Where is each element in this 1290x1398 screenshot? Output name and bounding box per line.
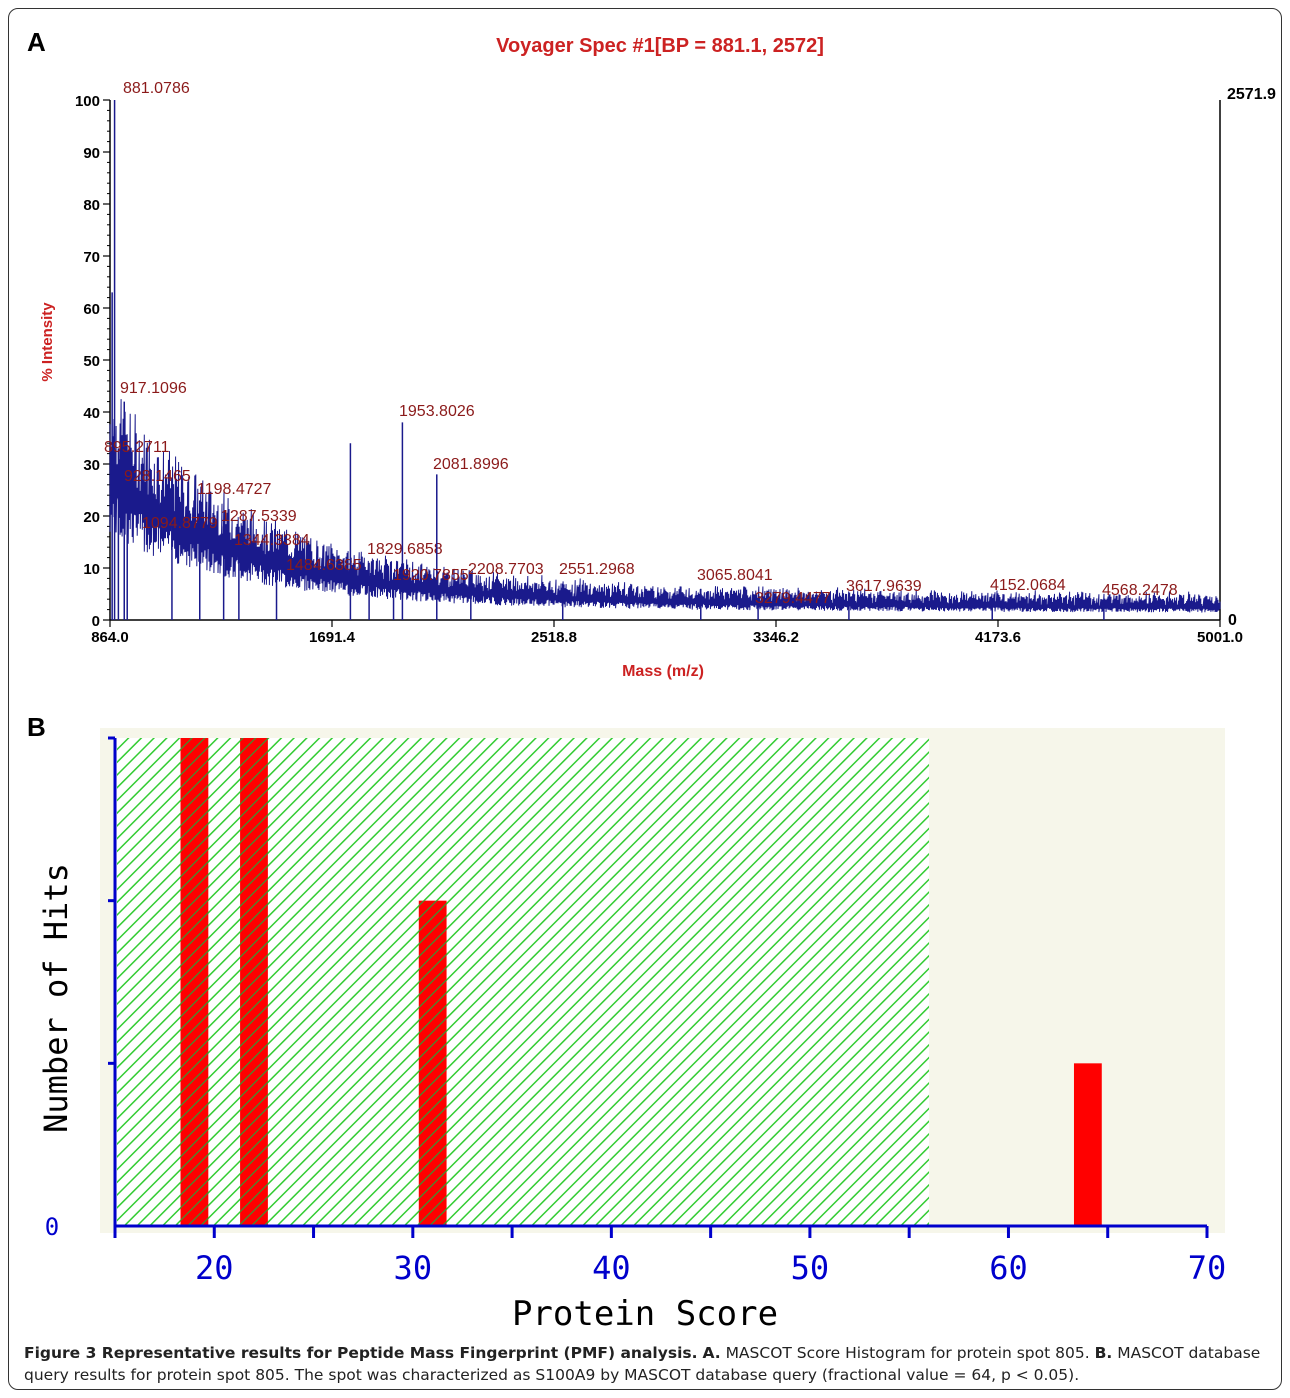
spectrum-x-tick-label: 5001.0 bbox=[1197, 629, 1243, 646]
panel-a-label: A bbox=[27, 27, 46, 57]
caption-b-text: MASCOT database query results for protei… bbox=[24, 1344, 1261, 1384]
spectrum-peak-label: 1953.8026 bbox=[399, 403, 475, 420]
histogram-y-label: Number of Hits bbox=[37, 863, 75, 1133]
histogram-x-tick-label: 70 bbox=[1188, 1249, 1227, 1287]
spectrum-peak-label: 1484.6385 bbox=[286, 557, 362, 574]
non-significant-region bbox=[117, 738, 930, 1226]
histogram-bar bbox=[418, 900, 447, 1226]
spectrum-peak-label: 917.1096 bbox=[120, 380, 187, 397]
panel-b-label: B bbox=[27, 712, 46, 742]
spectrum-peak-label: 3279.4477 bbox=[755, 590, 831, 607]
histogram-x-tick-label: 40 bbox=[592, 1249, 631, 1287]
mass-spectrum-chart: Voyager Spec #1[BP = 881.1, 2572] Mass (… bbox=[39, 35, 1276, 680]
spectrum-y-tick-label: 50 bbox=[83, 353, 100, 370]
spectrum-y-tick-label: 90 bbox=[83, 145, 100, 162]
histogram-x-tick-label: 30 bbox=[394, 1249, 433, 1287]
spectrum-peak-label: 928.1465 bbox=[124, 468, 191, 485]
caption-a-label: A. bbox=[702, 1344, 721, 1362]
mascot-histogram-chart: Protein Score Number of Hits 0 20 30 40 50 60… bbox=[37, 728, 1227, 1334]
right-axis-top-label: 2571.9 bbox=[1227, 86, 1276, 103]
spectrum-peak-label: 4152.0684 bbox=[990, 577, 1066, 594]
spectrum-y-label: % Intensity bbox=[39, 302, 56, 382]
spectrum-x-label: Mass (m/z) bbox=[622, 663, 704, 680]
histogram-x-label: Protein Score bbox=[512, 1294, 778, 1334]
spectrum-peak-label: 1920.7855 bbox=[393, 567, 469, 584]
spectrum-peak-label: 4568.2478 bbox=[1102, 582, 1178, 599]
spectrum-x-tick-label: 2518.8 bbox=[531, 629, 577, 646]
spectrum-y-tick-label: 20 bbox=[83, 509, 100, 526]
spectrum-peak-label: 1287.5339 bbox=[221, 508, 297, 525]
caption-title: Figure 3 Representative results for Pept… bbox=[24, 1344, 698, 1362]
spectrum-y-tick-label: 30 bbox=[83, 457, 100, 474]
histogram-x-tick-label: 20 bbox=[195, 1249, 234, 1287]
spectrum-x-tick-label: 864.0 bbox=[91, 629, 129, 646]
histogram-x-tick-label: 50 bbox=[791, 1249, 830, 1287]
spectrum-y-tick-label: 0 bbox=[92, 613, 100, 630]
spectrum-y-tick-label: 70 bbox=[83, 249, 100, 266]
spectrum-title: Voyager Spec #1[BP = 881.1, 2572] bbox=[496, 35, 824, 57]
histogram-y-tick-label: 0 bbox=[45, 1213, 59, 1241]
spectrum-y-tick-label: 60 bbox=[83, 301, 100, 318]
spectrum-peak-label: 1344.3384 bbox=[234, 532, 310, 549]
right-axis-bottom-label: 0 bbox=[1228, 612, 1237, 629]
spectrum-x-tick-label: 4173.6 bbox=[975, 629, 1021, 646]
spectrum-y-tick-label: 10 bbox=[83, 561, 100, 578]
spectrum-trace bbox=[109, 399, 1221, 613]
spectrum-peak-label: 3617.9639 bbox=[846, 578, 922, 595]
caption-a-text: MASCOT Score Histogram for protein spot … bbox=[725, 1344, 1090, 1362]
histogram-bar bbox=[1073, 1063, 1102, 1226]
spectrum-x-tick-label: 3346.2 bbox=[753, 629, 799, 646]
spectrum-y-tick-label: 100 bbox=[75, 93, 100, 110]
histogram-bar bbox=[240, 738, 268, 1226]
spectrum-y-tick-label: 40 bbox=[83, 405, 100, 422]
spectrum-peak-label: 895.2711 bbox=[104, 439, 170, 456]
spectrum-x-tick-label: 1691.4 bbox=[309, 629, 356, 646]
histogram-bar bbox=[180, 738, 209, 1226]
spectrum-peak-label: 2551.2968 bbox=[559, 561, 635, 578]
spectrum-peak-label: 2081.8996 bbox=[433, 456, 509, 473]
spectrum-peak-label: 1829.6858 bbox=[367, 541, 443, 558]
figure-caption: Figure 3 Representative results for Pept… bbox=[24, 1342, 1274, 1386]
spectrum-peak-label: 881.0786 bbox=[123, 80, 190, 97]
spectrum-peak-label: 3065.8041 bbox=[697, 567, 773, 584]
spectrum-peak-label: 1198.4727 bbox=[197, 481, 272, 498]
spectrum-peak-label: 1094.8779 bbox=[142, 515, 218, 532]
caption-b-label: B. bbox=[1094, 1344, 1113, 1362]
spectrum-peak-label: 2208.7703 bbox=[468, 561, 544, 578]
spectrum-y-tick-label: 80 bbox=[83, 197, 100, 214]
histogram-x-tick-label: 60 bbox=[989, 1249, 1028, 1287]
